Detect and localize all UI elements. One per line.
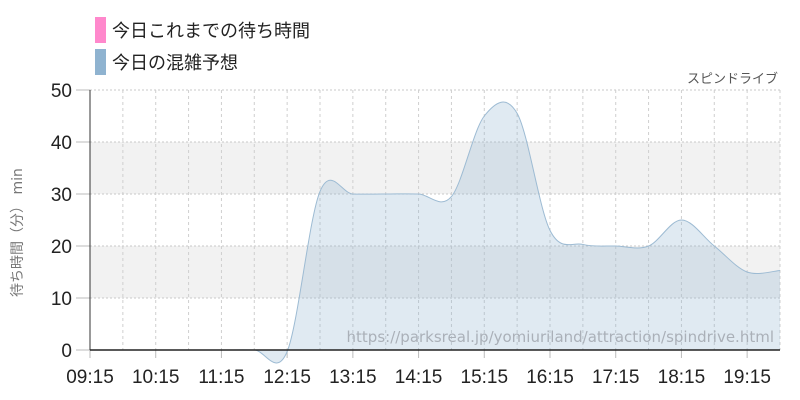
grid-band <box>90 142 780 194</box>
legend: 今日これまでの待ち時間 今日の混雑予想 <box>95 14 310 78</box>
y-tick-label: 0 <box>61 341 72 362</box>
legend-swatch <box>95 49 106 75</box>
legend-item-forecast[interactable]: 今日の混雑予想 <box>95 46 310 78</box>
watermark-url: https://parksreal.jp/yomiuriland/attract… <box>347 328 774 346</box>
legend-label: 今日これまでの待ち時間 <box>112 21 310 42</box>
legend-item-wait-so-far[interactable]: 今日これまでの待ち時間 <box>95 14 310 46</box>
y-tick-label: 20 <box>51 237 72 258</box>
y-tick-label: 10 <box>51 289 72 310</box>
x-tick-label: 12:15 <box>263 367 311 388</box>
forecast-area <box>90 102 780 363</box>
x-tick-label: 14:15 <box>395 367 443 388</box>
y-tick-label: 30 <box>51 185 72 206</box>
x-tick-label: 11:15 <box>198 367 244 388</box>
x-tick-label: 17:15 <box>592 367 640 388</box>
x-tick-label: 10:15 <box>132 367 180 388</box>
x-tick-label: 19:15 <box>723 367 771 388</box>
x-tick-label: 18:15 <box>658 367 706 388</box>
grid-band <box>90 246 780 298</box>
x-tick-label: 09:15 <box>66 367 114 388</box>
x-tick-label: 16:15 <box>526 367 574 388</box>
y-tick-label: 50 <box>51 81 72 102</box>
chart-subtitle: スピンドライブ <box>686 72 778 87</box>
legend-label: 今日の混雑予想 <box>112 53 238 74</box>
y-tick-label: 40 <box>51 133 72 154</box>
legend-swatch <box>95 17 106 43</box>
x-tick-label: 15:15 <box>461 367 509 388</box>
x-tick-label: 13:15 <box>329 367 377 388</box>
